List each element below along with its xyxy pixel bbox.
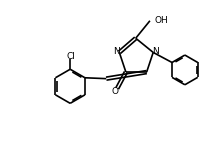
Text: Cl: Cl [66,52,75,61]
Text: O: O [111,87,118,96]
Text: OH: OH [155,16,168,25]
Text: N: N [152,47,159,57]
Text: N: N [113,47,120,57]
